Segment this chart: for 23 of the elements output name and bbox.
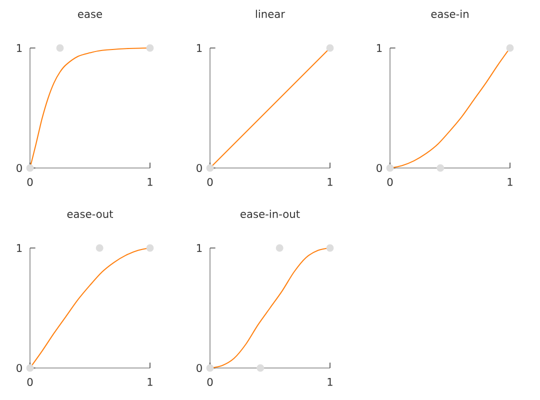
- chart-title: ease-out: [67, 210, 114, 218]
- chart-title: ease: [78, 12, 102, 18]
- chart-title: linear: [256, 10, 286, 18]
- y-tick-label: 0: [16, 164, 22, 172]
- chart-title: ease-in-out: [240, 210, 300, 218]
- y-tick-label: 1: [197, 44, 202, 52]
- x-tick-label: 1: [148, 178, 152, 186]
- x-tick-label: 1: [148, 378, 152, 386]
- x-tick-label: 1: [508, 178, 512, 186]
- y-tick-label: 1: [17, 44, 22, 52]
- y-tick-label: 0: [196, 364, 202, 372]
- x-tick-label: 0: [207, 378, 213, 386]
- y-tick-label: 0: [16, 364, 22, 372]
- x-tick-label: 1: [328, 378, 332, 386]
- y-tick-label: 1: [17, 244, 22, 252]
- x-tick-label: 0: [387, 178, 393, 186]
- x-tick-label: 0: [27, 178, 33, 186]
- y-tick-label: 1: [197, 244, 202, 252]
- x-tick-label: 1: [328, 178, 332, 186]
- y-tick-label: 0: [196, 164, 202, 172]
- chart-title: ease-in: [431, 10, 468, 18]
- x-tick-label: 0: [207, 178, 213, 186]
- x-tick-label: 0: [27, 378, 33, 386]
